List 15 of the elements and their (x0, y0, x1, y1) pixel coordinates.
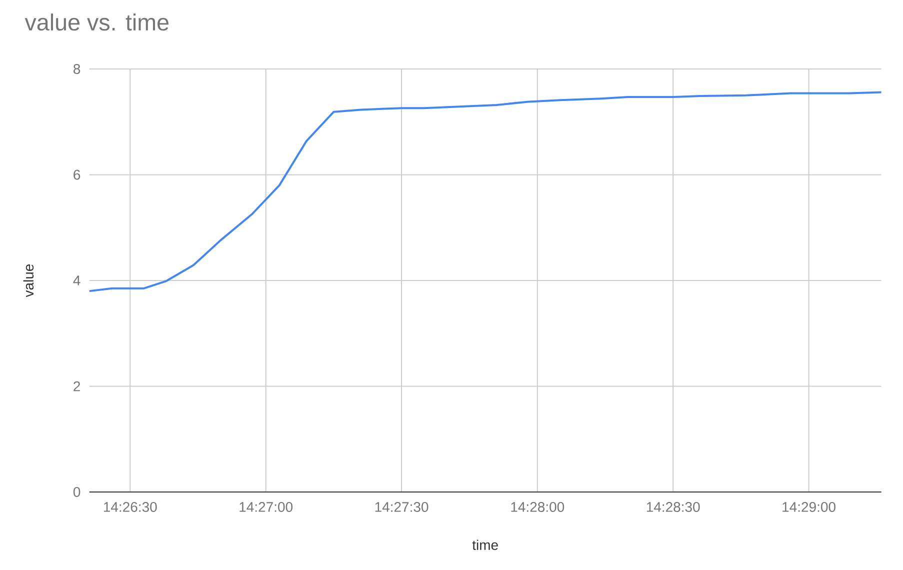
y-tick-label: 8 (74, 64, 80, 74)
x-axis-title: time (472, 540, 498, 550)
x-tick-label: 14:28:00 (511, 502, 564, 512)
y-axis-title: value (23, 264, 34, 298)
x-tick-label: 14:27:00 (240, 502, 293, 512)
x-tick-label: 14:28:30 (646, 502, 700, 512)
x-tick-label: 14:26:30 (104, 502, 157, 512)
x-tick-label: 14:27:30 (375, 502, 428, 512)
chart-title: value vs. time (24, 14, 168, 31)
y-tick-label: 4 (73, 276, 80, 286)
y-tick-label: 0 (73, 487, 80, 497)
line-series (89, 91, 882, 292)
y-tick-label: 6 (74, 170, 80, 180)
y-tick-label: 2 (74, 381, 80, 392)
x-tick-label: 14:29:00 (782, 502, 836, 512)
